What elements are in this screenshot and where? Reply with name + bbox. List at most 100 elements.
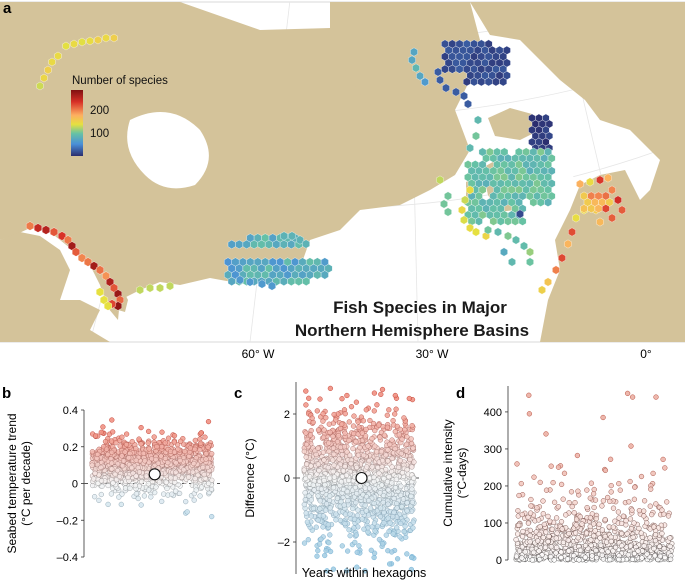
data-point [372, 528, 378, 534]
data-point [92, 470, 98, 476]
data-point [398, 450, 404, 457]
data-point [560, 496, 566, 502]
data-point [323, 501, 330, 507]
data-point [122, 449, 128, 455]
species-hexagon [512, 235, 520, 245]
data-point [592, 497, 599, 503]
data-point [514, 461, 520, 467]
data-point [649, 511, 655, 518]
data-point [116, 473, 123, 480]
data-point [410, 525, 416, 531]
data-point [320, 449, 326, 455]
data-point [322, 482, 328, 488]
data-point [155, 460, 161, 466]
species-hexagon [236, 275, 244, 285]
data-point [372, 427, 378, 434]
data-point [591, 486, 597, 493]
data-point [90, 476, 97, 482]
data-point [610, 505, 617, 511]
data-point [592, 528, 598, 534]
y-axis-label: Difference (°C) [243, 438, 257, 517]
data-point [577, 547, 584, 553]
species-hexagon [484, 225, 492, 235]
data-point [321, 457, 327, 463]
data-point [110, 429, 116, 435]
data-point [385, 447, 391, 453]
data-point [376, 422, 382, 428]
data-point [636, 525, 642, 532]
data-point [98, 464, 104, 471]
data-point [168, 475, 174, 481]
data-point [171, 433, 178, 439]
data-point [355, 507, 361, 513]
species-hexagon [288, 231, 296, 241]
data-point [554, 530, 560, 536]
data-point [591, 521, 597, 527]
data-point [308, 427, 314, 434]
data-point [618, 520, 625, 527]
data-point [357, 444, 363, 451]
data-point [667, 535, 673, 541]
species-hexagon [64, 235, 72, 245]
data-point [615, 509, 622, 515]
species-hexagon [104, 301, 112, 311]
data-point [528, 496, 534, 503]
data-point [342, 521, 348, 527]
data-point [392, 428, 398, 435]
data-point [361, 526, 367, 532]
data-point [390, 417, 396, 424]
data-point [143, 473, 150, 479]
data-point [209, 451, 215, 457]
species-hexagon [258, 279, 266, 289]
data-point [333, 511, 339, 517]
data-point [619, 543, 625, 549]
data-point [635, 548, 641, 554]
data-point [132, 482, 138, 489]
data-point [361, 452, 367, 458]
data-point [342, 511, 349, 517]
data-point [309, 415, 315, 421]
data-point [399, 503, 405, 510]
data-point [371, 408, 377, 414]
data-point [379, 482, 385, 488]
data-point [91, 494, 98, 500]
data-point [540, 534, 546, 541]
species-hexagon [280, 231, 288, 241]
data-point [397, 426, 403, 433]
data-point [591, 504, 597, 511]
data-point [371, 474, 377, 480]
data-point [576, 557, 582, 563]
data-point [587, 495, 593, 501]
data-point [301, 540, 308, 546]
data-point [202, 434, 208, 440]
data-point [177, 438, 184, 444]
data-point [339, 452, 345, 458]
data-point [323, 415, 329, 421]
y-tick-label: 2 [284, 409, 290, 421]
data-point [205, 480, 212, 487]
data-point [334, 495, 341, 502]
data-point [548, 544, 555, 550]
data-point [660, 456, 666, 463]
y-tick-label: –0.2 [57, 515, 78, 527]
species-hexagon [572, 213, 580, 223]
species-hexagon [440, 199, 448, 209]
data-point [377, 513, 384, 520]
data-point [572, 499, 578, 506]
data-point [588, 542, 594, 548]
data-point [173, 488, 179, 494]
data-point [192, 437, 198, 444]
data-point [558, 554, 564, 561]
data-point [371, 500, 377, 507]
data-point [573, 522, 579, 528]
data-point [569, 503, 575, 510]
data-point [171, 449, 178, 455]
species-hexagon [526, 247, 534, 257]
species-hexagon [246, 277, 254, 287]
species-hexagon [62, 41, 70, 51]
data-point [528, 503, 534, 509]
species-hexagon [494, 227, 502, 237]
data-point [209, 513, 215, 520]
data-point [389, 464, 395, 470]
data-point [350, 445, 356, 452]
